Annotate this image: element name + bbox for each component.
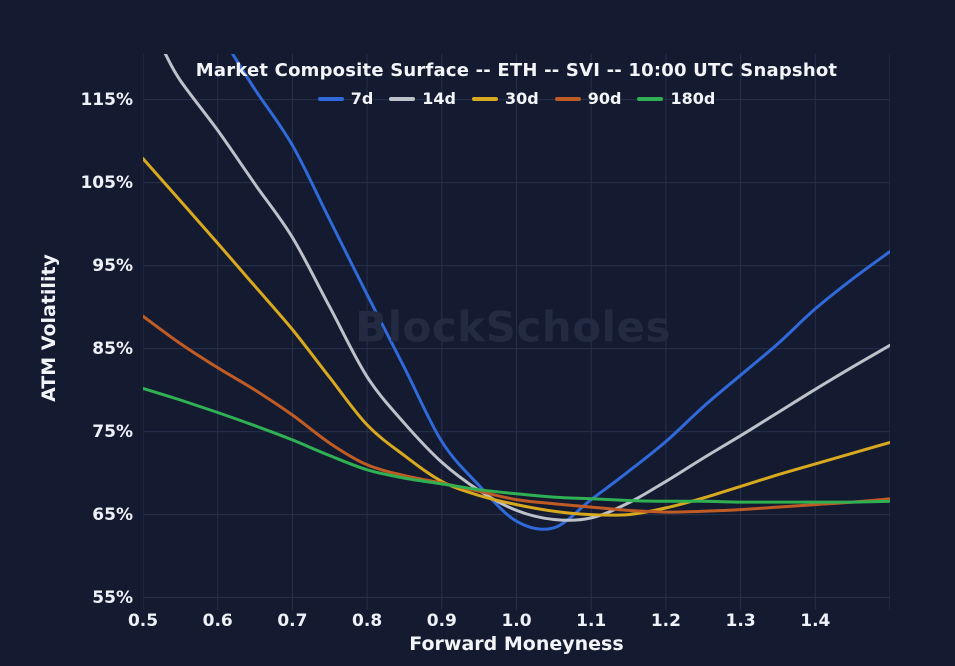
legend-item-30d[interactable]: 30d <box>472 89 539 108</box>
x-tick-label-0.6: 0.6 <box>202 611 233 631</box>
x-tick-label-0.9: 0.9 <box>426 611 457 631</box>
legend-label: 14d <box>422 89 456 108</box>
x-tick-label-0.5: 0.5 <box>127 611 159 631</box>
y-tick-label-85: 85% <box>92 338 133 359</box>
x-tick-label-1.1: 1.1 <box>576 611 607 631</box>
series-line-14d <box>163 54 890 522</box>
legend-item-7d[interactable]: 7d <box>317 89 374 108</box>
legend-item-14d[interactable]: 14d <box>389 89 456 108</box>
legend-label: 90d <box>587 89 622 108</box>
legend-swatch-14d <box>389 96 416 101</box>
series-line-90d <box>143 314 890 514</box>
x-tick-label-1.4: 1.4 <box>800 611 831 631</box>
series-line-180d <box>143 386 890 504</box>
y-tick-label-115: 115% <box>80 89 133 110</box>
y-tick-label-105: 105% <box>80 172 133 193</box>
y-tick-label-55: 55% <box>92 587 133 608</box>
legend-swatch-90d <box>554 96 581 101</box>
chart-title: Market Composite Surface -- ETH -- SVI -… <box>195 60 838 81</box>
y-tick-label-75: 75% <box>92 421 133 442</box>
y-tick-label-65: 65% <box>92 504 133 525</box>
legend-item-180d[interactable]: 180d <box>637 89 715 108</box>
x-tick-label-1.0: 1.0 <box>501 611 532 631</box>
legend-label: 7d <box>350 89 374 108</box>
x-axis-title: Forward Moneyness <box>409 633 624 655</box>
legend: 7d 14d 30d 90d 180d <box>143 89 890 108</box>
x-tick-label-1.3: 1.3 <box>725 611 756 631</box>
plot-area[interactable] <box>143 54 890 610</box>
series-line-30d <box>143 157 890 517</box>
legend-label: 180d <box>670 89 716 108</box>
watermark: BlockScholes <box>355 302 671 352</box>
legend-swatch-30d <box>472 96 498 101</box>
x-tick-label-0.8: 0.8 <box>352 611 383 631</box>
legend-swatch-7d <box>317 96 344 101</box>
legend-swatch-180d <box>637 96 664 101</box>
y-axis-title: ATM Volatility <box>38 254 60 402</box>
x-tick-label-1.2: 1.2 <box>650 611 681 631</box>
y-tick-label-95: 95% <box>92 255 133 276</box>
series-line-7d <box>231 54 890 531</box>
legend-item-90d[interactable]: 90d <box>554 89 622 108</box>
x-tick-label-0.7: 0.7 <box>277 611 308 631</box>
legend-label: 30d <box>505 89 539 108</box>
